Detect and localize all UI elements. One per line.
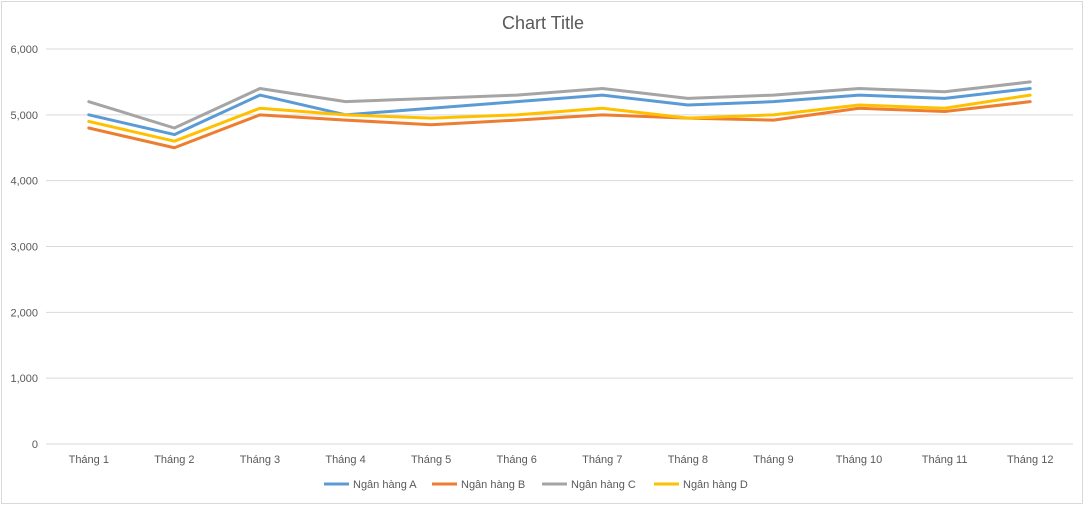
legend-item: Ngân hàng C [542, 479, 636, 491]
chart-title: Chart Title [502, 13, 584, 33]
x-tick-label: Tháng 6 [497, 454, 537, 466]
x-tick-label: Tháng 2 [154, 454, 194, 466]
legend-item: Ngân hàng B [432, 479, 525, 491]
series-lines [87, 80, 1032, 150]
series-line-3 [87, 80, 1032, 130]
series-line-2 [87, 100, 1032, 150]
line-chart: Chart Title 0 1,000 2,000 3,000 4,000 5,000 6,… [10, 13, 1073, 491]
y-tick-label: 5,000 [10, 110, 38, 122]
x-tick-label: Tháng 12 [1007, 454, 1053, 466]
legend-label: Ngân hàng C [571, 479, 636, 491]
x-tick-label: Tháng 4 [325, 454, 365, 466]
x-tick-label: Tháng 7 [582, 454, 622, 466]
series-line-4 [87, 93, 1032, 143]
legend-item: Ngân hàng D [654, 479, 748, 491]
y-tick-label: 4,000 [10, 176, 38, 188]
x-tick-label: Tháng 11 [922, 454, 968, 466]
series-line-1 [87, 87, 1032, 137]
chart-area: Chart Title 0 1,000 2,000 3,000 4,000 5,000 6,… [1, 1, 1083, 504]
x-tick-label: Tháng 8 [668, 454, 708, 466]
x-axis-ticks: Tháng 1 Tháng 2 Tháng 3 Tháng 4 Tháng 5 Tháng… [69, 454, 1054, 466]
x-tick-label: Tháng 1 [69, 454, 109, 466]
y-tick-label: 0 [32, 439, 38, 451]
x-tick-label: Tháng 9 [753, 454, 793, 466]
y-tick-label: 6,000 [10, 44, 38, 56]
x-tick-label: Tháng 5 [411, 454, 451, 466]
legend-label: Ngân hàng D [683, 479, 748, 491]
y-tick-label: 3,000 [10, 242, 38, 254]
legend-item: Ngân hàng A [324, 479, 417, 491]
legend-label: Ngân hàng B [461, 479, 525, 491]
x-tick-label: Tháng 10 [836, 454, 882, 466]
x-tick-label: Tháng 3 [240, 454, 280, 466]
legend: Ngân hàng A Ngân hàng B Ngân hàng C Ngân hà… [324, 479, 748, 491]
legend-label: Ngân hàng A [353, 479, 417, 491]
y-tick-label: 2,000 [10, 307, 38, 319]
y-axis-ticks: 0 1,000 2,000 3,000 4,000 5,000 6,000 [10, 44, 38, 451]
y-tick-label: 1,000 [10, 373, 38, 385]
